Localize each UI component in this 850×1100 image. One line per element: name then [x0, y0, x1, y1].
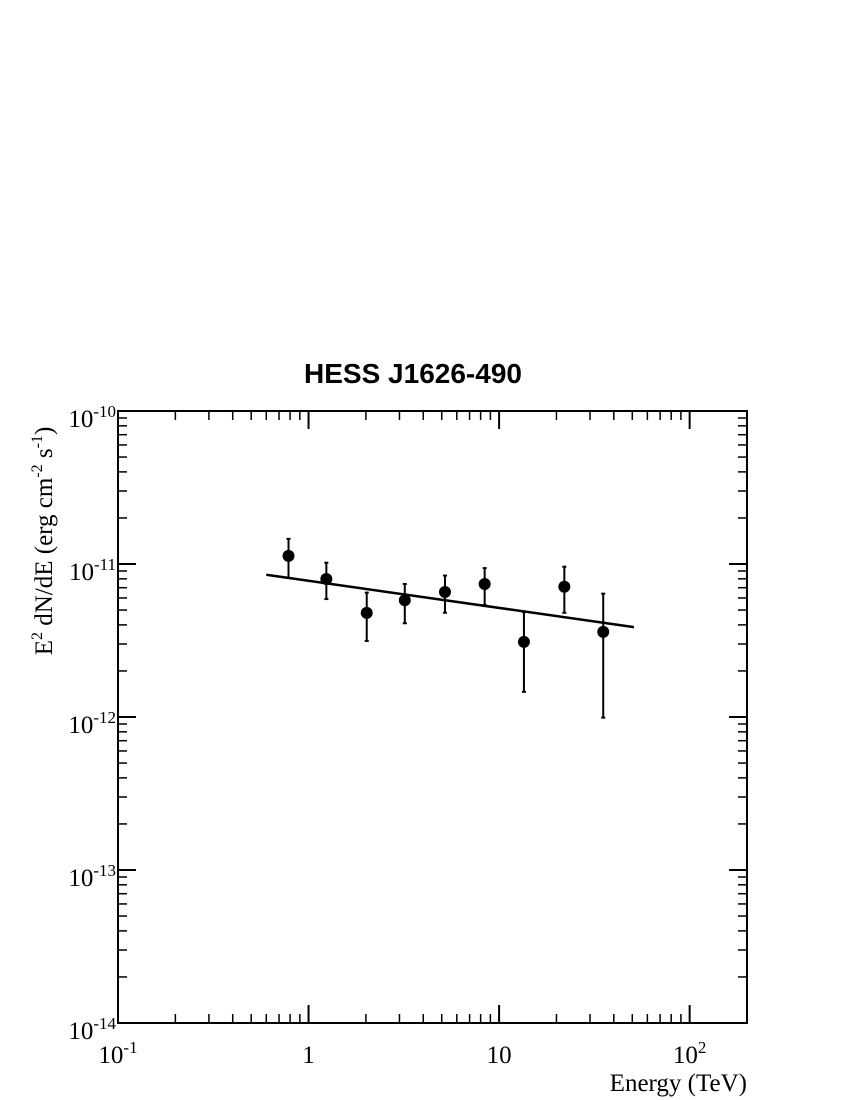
y-label-sup: -2: [29, 464, 46, 477]
y-axis-label: E2 dN/dE (erg cm-2 s-1): [29, 427, 58, 656]
y-label-text: dN/dE (erg cm: [31, 477, 58, 632]
tick-base: 10: [68, 1018, 93, 1045]
data-point: [398, 594, 411, 607]
tick-exponent: -14: [93, 1014, 116, 1033]
y-tick-label: 10-11: [69, 555, 116, 586]
x-axis-label: Energy (TeV): [610, 1070, 747, 1097]
x-tick-label: 10: [487, 1042, 512, 1069]
chart-title: HESS J1626-490: [304, 358, 522, 389]
data-point: [478, 578, 491, 591]
tick-base: 10: [98, 1042, 123, 1069]
x-tick-label: 10-1: [98, 1038, 137, 1069]
data-point: [597, 625, 610, 638]
y-label-text: E: [31, 640, 58, 655]
data-point: [320, 572, 333, 585]
fit-line: [266, 573, 635, 629]
y-tick-label: 10-14: [68, 1014, 116, 1045]
tick-base: 10: [69, 559, 94, 586]
tick-base: 10: [673, 1042, 698, 1069]
tick-base: 10: [68, 712, 93, 739]
data-point: [282, 549, 295, 562]
plot-frame: [117, 410, 748, 1024]
data-point: [438, 586, 451, 599]
x-tick-label: 1: [302, 1042, 315, 1069]
tick-exponent: 2: [698, 1038, 707, 1057]
data-point: [360, 606, 373, 619]
tick-exponent: -12: [93, 708, 116, 727]
data-point: [517, 635, 530, 648]
y-tick-label: 10-10: [68, 402, 116, 433]
y-label-text: ): [31, 427, 58, 435]
tick-exponent: -11: [94, 555, 116, 574]
y-tick-label: 10-13: [68, 861, 116, 892]
tick-base: 10: [68, 406, 93, 433]
tick-base: 10: [68, 865, 93, 892]
tick-exponent: -13: [93, 861, 116, 880]
y-label-text: s: [31, 448, 58, 464]
y-tick-label: 10-12: [68, 708, 116, 739]
y-label-sup: 2: [29, 632, 46, 640]
tick-exponent: -1: [123, 1038, 137, 1057]
tick-exponent: -10: [93, 402, 116, 421]
y-label-sup: -1: [29, 435, 46, 448]
data-point: [558, 580, 571, 593]
x-tick-label: 102: [673, 1038, 707, 1069]
